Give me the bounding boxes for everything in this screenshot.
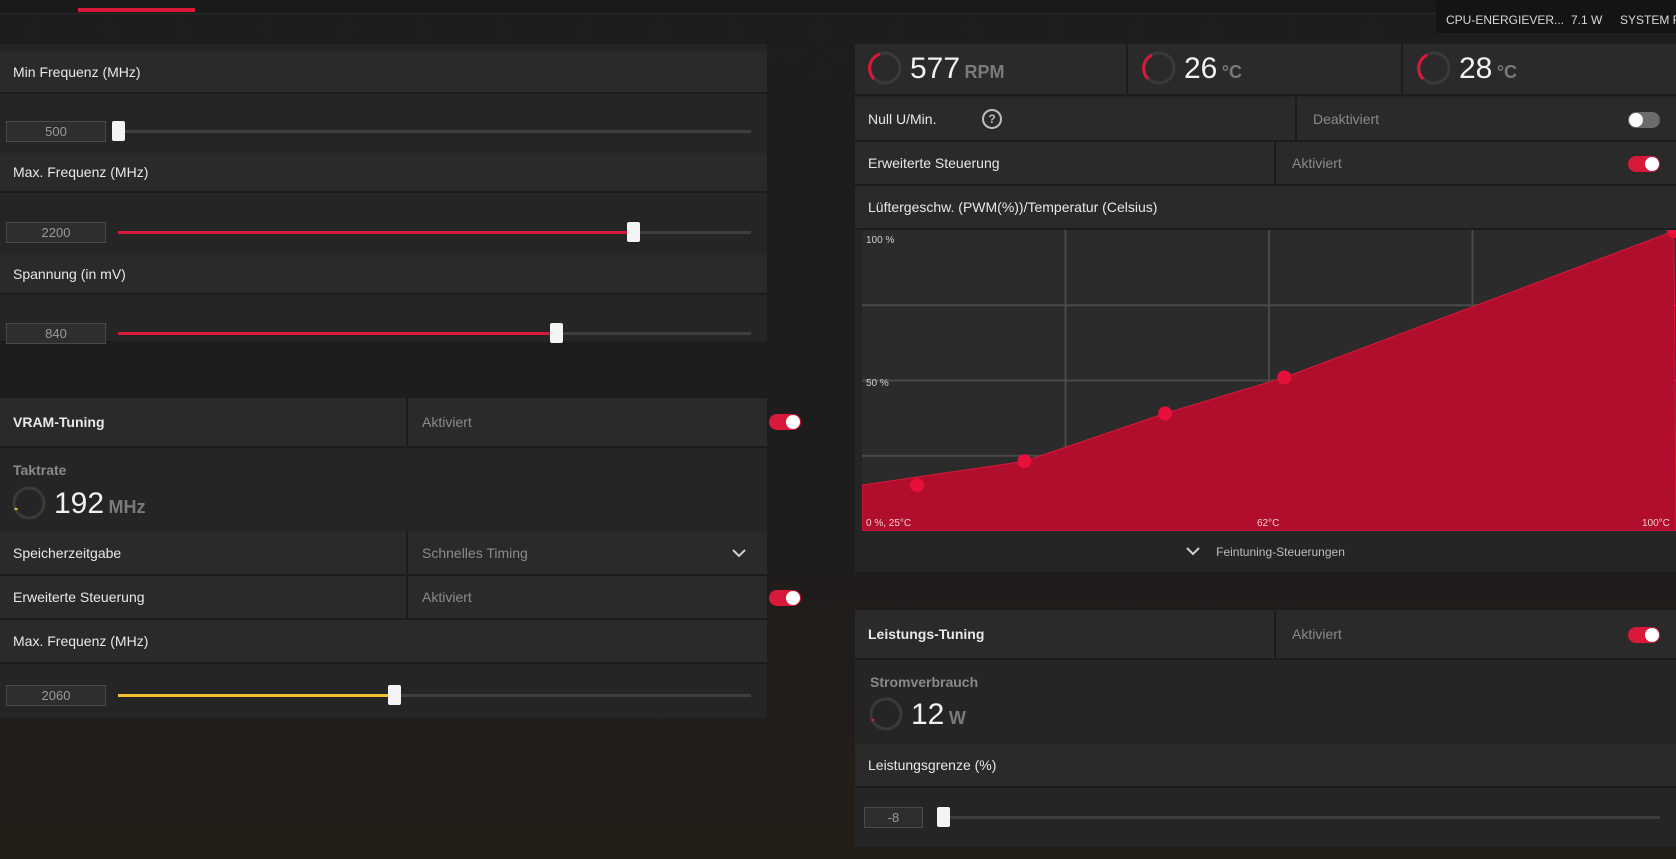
max-frequency-slider-thumb[interactable] [627,222,640,242]
y-tick-mid: 50 % [866,378,889,389]
fan-curve-header: Lüftergeschw. (PWM(%))/Temperatur (Celsi… [855,186,1676,230]
voltage-input[interactable]: 840 [6,323,106,344]
clock-unit: MHz [108,497,146,517]
system-label: SYSTEM R [1620,13,1676,27]
fine-tuning-label: Feintuning-Steuerungen [1216,544,1345,559]
power-usage-value: 12 [911,698,945,731]
vram-tuning-toggle[interactable] [769,414,801,430]
max-frequency-row: Max. Frequenz (MHz) [0,153,767,193]
zero-rpm-label: Null U/Min. [868,111,937,127]
clock-rate-label: Taktrate [13,462,67,478]
fan-curve-point[interactable] [1277,370,1292,385]
fan-speed-value: 577 [910,52,961,85]
fan-curve-title: Lüftergeschw. (PWM(%))/Temperatur (Celsi… [868,199,1158,215]
clock-readout: 192 MHz [54,487,146,521]
hotspot-value: 28 [1459,52,1493,85]
min-frequency-input[interactable]: 500 [6,121,106,142]
vram-advanced-control-status: Aktiviert [422,589,472,605]
memory-timing-dropdown[interactable]: Schnelles Timing [422,545,528,561]
vram-max-frequency-slider-thumb[interactable] [388,685,401,705]
voltage-row: Spannung (in mV) [0,255,767,295]
power-usage-readout: 12 W [911,698,966,732]
fan-advanced-control-row: Erweiterte Steuerung Aktiviert [855,141,1676,186]
active-tab-indicator [78,8,195,12]
power-limit-slider[interactable] [938,816,1660,819]
fan-curve-point[interactable] [1017,454,1032,469]
zero-rpm-row: Null U/Min. ? Deaktiviert [855,97,1676,142]
power-limit-label: Leistungsgrenze (%) [868,757,997,773]
clock-gauge-icon [12,486,46,520]
metrics-overlay: CPU-ENERGIEVER... 7.1 W SYSTEM R [1436,0,1676,33]
fan-curve-points[interactable] [910,230,1676,493]
voltage-label: Spannung (in mV) [13,266,126,282]
power-gauge-icon [869,697,903,731]
vram-max-frequency-row: Max. Frequenz (MHz) [0,620,767,664]
power-usage-label: Stromverbrauch [870,674,979,690]
fan-advanced-control-label: Erweiterte Steuerung [868,155,1000,171]
x-tick-mid: 62°C [1257,518,1279,529]
vram-max-frequency-slider[interactable] [118,694,751,697]
hotspot-unit: °C [1496,62,1518,82]
min-frequency-row: Min Frequenz (MHz) [0,52,767,94]
fan-curve-point[interactable] [910,478,924,493]
chevron-down-icon[interactable] [731,548,747,558]
min-frequency-label: Min Frequenz (MHz) [13,64,141,80]
fan-readouts-row [855,44,1676,96]
temperature-unit: °C [1221,62,1243,82]
x-tick-max: 100°C [1642,518,1670,529]
power-usage-unit: W [948,708,966,728]
cpu-power-label: CPU-ENERGIEVER... [1446,13,1565,27]
hotspot-gauge-icon [1417,51,1451,85]
top-navigation-bar [0,0,1676,14]
temperature-value: 26 [1184,52,1218,85]
fan-curve-point[interactable] [1158,406,1173,421]
vram-advanced-control-label: Erweiterte Steuerung [13,589,145,605]
zero-rpm-status: Deaktiviert [1313,111,1380,127]
memory-timing-row: Speicherzeitgabe Schnelles Timing [0,531,767,576]
memory-timing-label: Speicherzeitgabe [13,545,122,561]
power-tuning-header: Leistungs-Tuning Aktiviert [855,609,1676,660]
fan-speed-readout: 577 RPM [910,52,1005,86]
power-tuning-status: Aktiviert [1292,626,1342,642]
vram-tuning-title: VRAM-Tuning [13,414,105,430]
chevron-down-icon [1186,547,1200,556]
voltage-slider-fill [118,332,556,335]
power-tuning-toggle[interactable] [1628,627,1660,643]
clock-value: 192 [54,487,105,520]
help-icon[interactable]: ? [982,109,1002,129]
vram-advanced-control-toggle[interactable] [769,590,801,606]
temperature-gauge-icon [1142,51,1176,85]
max-frequency-input[interactable]: 2200 [6,222,106,243]
vram-advanced-control-row: Erweiterte Steuerung Aktiviert [0,575,767,620]
power-limit-row: Leistungsgrenze (%) [855,744,1676,788]
cpu-power-value: 7.1 W [1571,13,1603,27]
fan-speed-gauge-icon [868,51,902,85]
voltage-slider-thumb[interactable] [550,323,563,343]
fan-curve-chart[interactable]: 100 % 50 % 0 %, 25°C 62°C 100°C [862,230,1676,531]
max-frequency-slider-fill [118,231,633,234]
origin-tick: 0 %, 25°C [866,518,911,529]
min-frequency-slider[interactable] [118,130,751,133]
power-tuning-title: Leistungs-Tuning [868,626,985,642]
hotspot-readout: 28 °C [1459,52,1517,86]
vram-max-frequency-label: Max. Frequenz (MHz) [13,633,149,649]
fan-speed-unit: RPM [964,62,1005,82]
vram-tuning-status: Aktiviert [422,414,472,430]
fan-curve-point[interactable] [1667,230,1676,238]
vram-tuning-header: VRAM-Tuning Aktiviert [0,397,767,448]
fine-tuning-toggle[interactable]: Feintuning-Steuerungen [855,531,1676,572]
fan-advanced-control-toggle[interactable] [1628,156,1660,172]
power-limit-input[interactable]: -8 [864,807,923,828]
zero-rpm-toggle[interactable] [1628,112,1660,128]
y-tick-top: 100 % [866,235,894,246]
min-frequency-slider-thumb[interactable] [112,121,125,141]
fan-advanced-control-status: Aktiviert [1292,155,1342,171]
temperature-readout: 26 °C [1184,52,1242,86]
max-frequency-label: Max. Frequenz (MHz) [13,164,149,180]
vram-max-frequency-input[interactable]: 2060 [6,685,106,706]
power-limit-slider-thumb[interactable] [937,807,950,827]
vram-max-frequency-slider-fill [118,694,394,697]
